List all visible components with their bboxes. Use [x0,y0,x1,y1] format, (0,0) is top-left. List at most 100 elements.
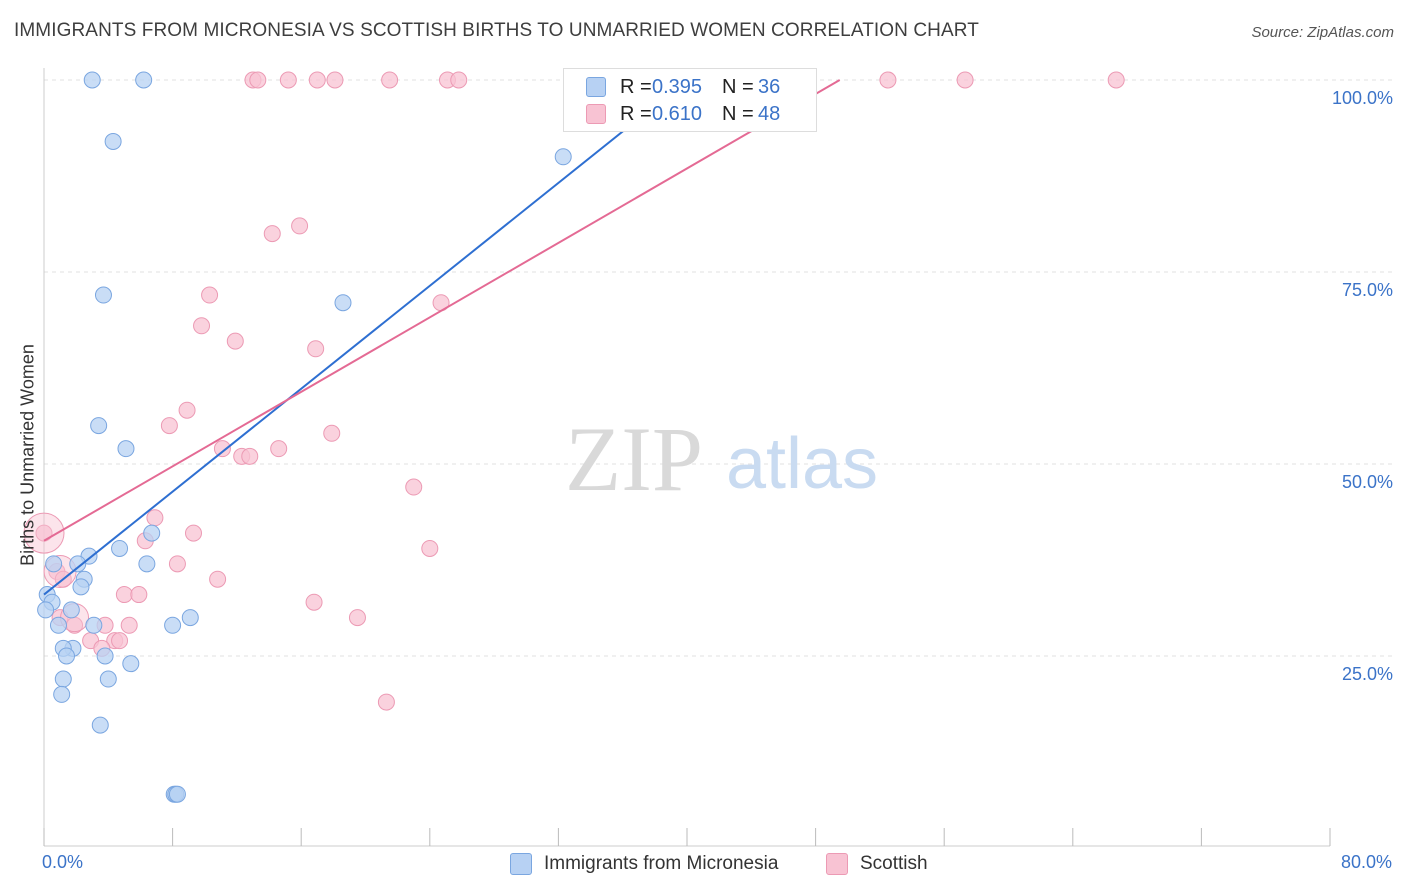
micronesia-point [554,148,572,166]
grid-lines [44,79,1392,657]
legend-label: Scottish [860,853,928,874]
scottish-point [308,71,326,89]
scottish-trend-line [43,79,841,542]
micronesia-point [99,670,117,688]
n-label: N = [722,75,754,98]
series-legend: Immigrants from Micronesia Scottish [0,850,1406,880]
scottish-point [421,539,439,557]
legend-item-scottish[interactable]: Scottish [826,850,928,878]
micronesia-point [54,670,72,688]
scottish-point [405,478,423,496]
scottish-point [263,225,281,243]
legend-swatch-pink [826,853,848,875]
scottish-point [381,71,399,89]
scottish-point [323,424,341,442]
source-label: Source: ZipAtlas.com [1251,24,1394,41]
trend-lines [43,79,841,596]
y-tick-label: 100.0% [1332,88,1393,108]
micronesia-point [62,601,80,619]
micronesia-point [53,685,71,703]
scottish-point [120,616,138,634]
scottish-point [130,586,148,604]
r-value: 0.395 [652,75,703,98]
scottish-point [879,71,897,89]
micronesia-point [69,555,87,573]
micronesia-point [122,655,140,673]
scottish-point [348,609,366,627]
micronesia-point [94,286,112,304]
watermark-atlas: atlas [726,424,878,504]
scottish-point [168,555,186,573]
micronesia-point [49,616,67,634]
scottish-point [35,524,53,542]
scottish-cluster [23,512,65,554]
scottish-point [326,71,344,89]
scottish-point [193,317,211,335]
micronesia-point [45,555,63,573]
scottish-point [291,217,309,235]
scottish-point [209,570,227,588]
scottish-point [956,71,974,89]
y-tick-label: 50.0% [1342,472,1393,492]
legend-row-micronesia: R = 0.395 N = 36 [586,74,780,100]
r-label: R = [620,75,652,98]
r-value: 0.610 [652,102,703,125]
micronesia-point [334,294,352,312]
micronesia-point [164,616,182,634]
scottish-point [377,693,395,711]
micronesia-point [90,417,108,435]
legend-row-scottish: R = 0.610 N = 48 [586,101,780,127]
y-tick-label: 75.0% [1342,280,1393,300]
axes [43,68,1331,847]
scottish-point [184,524,202,542]
x-tick-max: 80.0% [1340,852,1392,872]
micronesia-trend-line [43,79,688,596]
y-tick-labels: 25.0% 50.0% 75.0% 100.0% [1332,88,1393,684]
micronesia-point [96,647,114,665]
n-value: 48 [758,102,781,125]
scottish-point [450,71,468,89]
x-tick-min: 0.0% [42,852,84,872]
micronesia-point [111,539,129,557]
micronesia-point [135,71,153,89]
scottish-point [115,586,133,604]
micronesia-point [37,601,55,619]
scottish-point [270,440,288,458]
scottish-point [307,340,325,358]
scottish-point [305,593,323,611]
chart-title: IMMIGRANTS FROM MICRONESIA VS SCOTTISH B… [14,20,979,41]
scottish-point [213,440,231,458]
micronesia-point [83,71,101,89]
legend-swatch-pink [586,104,606,124]
scottish-point [226,332,244,350]
scottish-point [241,447,259,465]
legend-swatch-blue [510,853,532,875]
n-label: N = [722,102,754,125]
micronesia-point [91,716,109,734]
scottish-point [1107,71,1125,89]
scottish-point [279,71,297,89]
micronesia-points [37,71,572,803]
r-label: R = [620,102,652,125]
legend-swatch-blue [586,77,606,97]
scottish-point [160,417,178,435]
scottish-point [111,632,129,650]
micronesia-point [181,609,199,627]
micronesia-point [85,616,103,634]
scottish-point [201,286,219,304]
scottish-point [249,71,267,89]
micronesia-point [138,555,156,573]
micronesia-point [168,785,186,803]
watermark-zip: ZIP [565,408,703,510]
scottish-point [146,509,164,527]
micronesia-point [72,578,90,596]
watermark: ZIP atlas [565,408,878,510]
legend-item-micronesia[interactable]: Immigrants from Micronesia [510,850,778,878]
legend-label: Immigrants from Micronesia [544,853,779,874]
scottish-point [178,401,196,419]
micronesia-point [58,647,76,665]
micronesia-point [143,524,161,542]
micronesia-point [104,132,122,150]
y-tick-label: 25.0% [1342,664,1393,684]
